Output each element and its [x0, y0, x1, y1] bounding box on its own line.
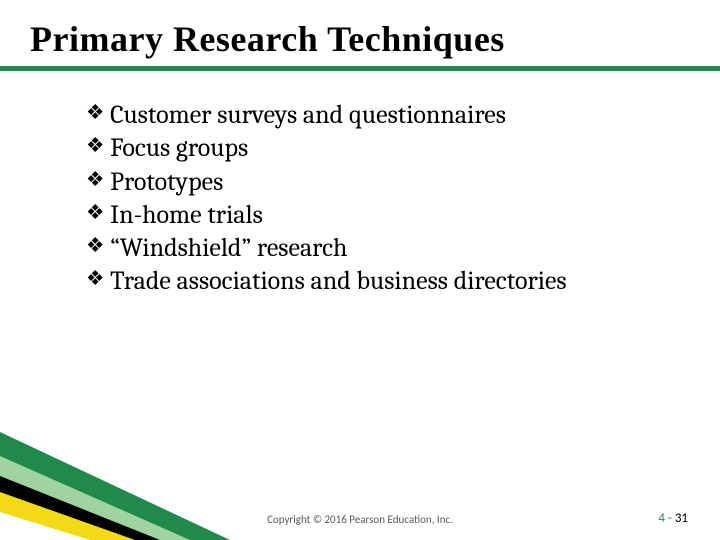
- bullet-marker-icon: ❖: [86, 134, 104, 160]
- bullet-marker-icon: ❖: [86, 267, 104, 293]
- slide: Primary Research Techniques ❖Customer su…: [0, 0, 720, 540]
- bullet-item: ❖Customer surveys and questionnaires: [86, 99, 670, 132]
- bullet-marker-icon: ❖: [86, 201, 104, 227]
- bullet-text: In-home trials: [110, 199, 670, 232]
- copyright-text: Copyright © 2016 Pearson Education, Inc.: [0, 513, 720, 526]
- bullet-item: ❖Focus groups: [86, 132, 670, 165]
- bullet-list: ❖Customer surveys and questionnaires❖Foc…: [86, 99, 670, 299]
- bullet-item: ❖In-home trials: [86, 199, 670, 232]
- bullet-marker-icon: ❖: [86, 168, 104, 194]
- bullet-text: Prototypes: [110, 166, 670, 199]
- bullet-text: “Windshield” research: [110, 232, 670, 265]
- bullet-item: ❖Prototypes: [86, 166, 670, 199]
- slide-title: Primary Research Techniques: [30, 18, 690, 60]
- bullet-item: ❖“Windshield” research: [86, 232, 670, 265]
- bullet-marker-icon: ❖: [86, 234, 104, 260]
- bullet-text: Trade associations and business director…: [110, 265, 670, 298]
- page-chapter: 4 -: [658, 511, 674, 526]
- title-area: Primary Research Techniques: [0, 0, 720, 66]
- bullet-text: Customer surveys and questionnaires: [110, 99, 670, 132]
- page-number: 4 - 31: [658, 511, 688, 526]
- bullet-text: Focus groups: [110, 132, 670, 165]
- bullet-marker-icon: ❖: [86, 101, 104, 127]
- bullet-item: ❖ Trade associations and business direct…: [86, 265, 670, 298]
- content-area: ❖Customer surveys and questionnaires❖Foc…: [0, 71, 720, 299]
- page-slide: 31: [675, 511, 688, 526]
